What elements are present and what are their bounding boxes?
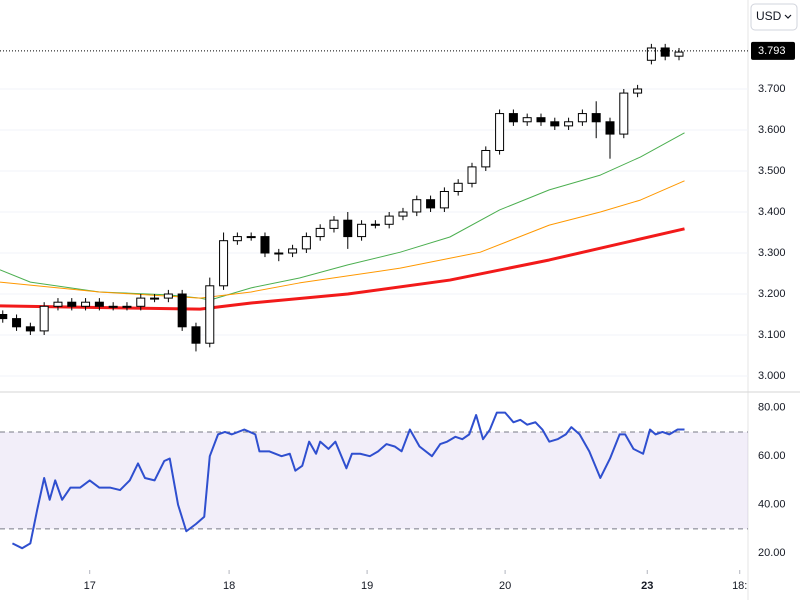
x-tick-label: 19: [361, 580, 373, 592]
candle-body: [301, 236, 311, 250]
candle-body: [205, 285, 215, 344]
candle-body: [81, 301, 91, 307]
candle-body: [150, 297, 160, 300]
candle-body: [495, 113, 505, 151]
y-tick-label: 80.00: [758, 402, 786, 414]
candle-body: [260, 236, 270, 254]
y-tick-label: 3.300: [758, 247, 786, 259]
candle-body: [591, 113, 601, 123]
candle-body: [605, 121, 615, 135]
candle-body: [384, 215, 394, 225]
x-tick-label: 20: [499, 580, 511, 592]
plot-area: [0, 411, 748, 550]
candle-body: [0, 314, 8, 320]
candle-body: [646, 47, 656, 61]
candle-body: [412, 199, 422, 213]
candle-body: [439, 190, 449, 209]
candle-body: [94, 301, 104, 307]
candle-body: [122, 305, 132, 308]
candle-body: [522, 117, 532, 123]
candle-body: [536, 117, 546, 123]
candle-body: [25, 326, 35, 332]
candle-body: [274, 252, 284, 255]
candle-body: [467, 166, 477, 184]
x-tick-label: 18: [223, 580, 235, 592]
candle-body: [481, 149, 491, 168]
candle-body: [136, 297, 146, 307]
currency-selector[interactable]: USD: [750, 3, 798, 31]
last-price-box: [751, 41, 795, 60]
candle-body: [163, 293, 173, 299]
candle-body: [633, 88, 643, 94]
candle-body: [357, 223, 367, 238]
line: [11, 411, 685, 550]
y-tick-label: 3.600: [758, 124, 786, 136]
candle-body: [246, 236, 256, 239]
candle-body: [398, 211, 408, 217]
y-tick-label: 3.400: [758, 206, 786, 218]
y-tick-label: 20.00: [758, 547, 786, 559]
candle-body: [660, 47, 670, 57]
candle-body: [674, 51, 684, 57]
x-tick-label: 23: [641, 580, 653, 592]
candle-body: [329, 219, 339, 229]
candle-body: [288, 248, 298, 254]
candle-body: [219, 240, 229, 287]
candle-body: [550, 121, 560, 127]
candle-body: [426, 199, 436, 209]
y-tick-label: 3.000: [758, 370, 786, 382]
candle-body: [108, 305, 118, 308]
last-price-label: 3.793: [758, 45, 786, 57]
candle-body: [508, 113, 518, 123]
candle-body: [39, 305, 49, 332]
chevron: [784, 14, 792, 19]
candle-body: [343, 219, 353, 238]
candle-body: [370, 223, 380, 226]
y-tick-label: 3.500: [758, 165, 786, 177]
x-tick-label: 18:: [732, 580, 747, 592]
candle-body: [619, 92, 629, 135]
line: [0, 227, 685, 311]
candle-body: [191, 326, 201, 344]
candle-body: [453, 182, 463, 192]
candle-body: [177, 293, 187, 328]
line: [0, 132, 685, 301]
y-tick-label: 60.00: [758, 450, 786, 462]
candle-body: [577, 113, 587, 123]
candle-body: [67, 301, 77, 307]
candle-body: [53, 301, 63, 307]
y-tick-label: 3.100: [758, 329, 786, 341]
y-tick-label: 3.200: [758, 288, 786, 300]
x-tick-label: 17: [84, 580, 96, 592]
candle-body: [315, 227, 325, 238]
y-tick-label: 3.700: [758, 83, 786, 95]
band: [0, 431, 748, 529]
currency-button[interactable]: [750, 3, 798, 31]
candle-body: [232, 236, 242, 242]
y-tick-label: 40.00: [758, 499, 786, 511]
currency-label[interactable]: USD: [756, 9, 782, 23]
candle-body: [12, 318, 22, 328]
plot-area: [0, 43, 748, 377]
candle-body: [564, 121, 574, 127]
